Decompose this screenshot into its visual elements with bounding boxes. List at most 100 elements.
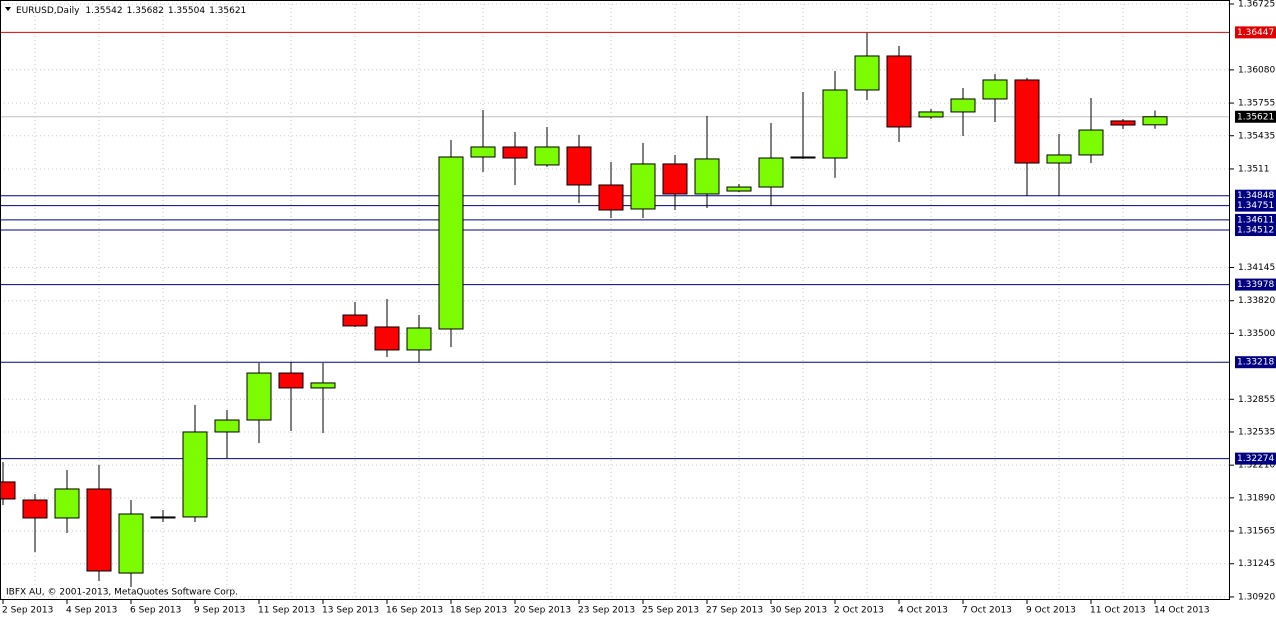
header-value: 1.35621 xyxy=(209,6,246,16)
price-line-label-box xyxy=(1235,224,1276,237)
candle-body xyxy=(0,481,16,500)
grid xyxy=(0,0,1230,600)
y-tick-label: 1.31245 xyxy=(1238,559,1275,569)
candle-body xyxy=(86,488,112,572)
candle-body xyxy=(246,372,272,421)
candle-body xyxy=(310,382,336,389)
candle-body xyxy=(150,516,176,519)
price-line-label: 1.34848 xyxy=(1237,191,1274,201)
candle-body xyxy=(598,184,624,211)
y-tick-label: 1.36725 xyxy=(1238,0,1275,9)
current-price-line-label-box xyxy=(1235,110,1276,123)
candle-body xyxy=(438,156,464,330)
x-tick-label: 2 Sep 2013 xyxy=(2,606,53,616)
candle-body xyxy=(406,327,432,351)
x-tick-label: 6 Sep 2013 xyxy=(130,606,181,616)
x-tick-label: 20 Sep 2013 xyxy=(514,606,571,616)
candle-body xyxy=(1046,154,1072,164)
candle-body xyxy=(854,55,880,91)
candle-body xyxy=(630,163,656,210)
price-line-label: 1.34512 xyxy=(1237,226,1274,236)
candle-body xyxy=(758,157,784,188)
x-tick-label: 11 Oct 2013 xyxy=(1090,606,1146,616)
candle-body xyxy=(1078,129,1104,156)
copyright: IBFX AU, © 2001-2013, MetaQuotes Softwar… xyxy=(6,588,238,598)
symbol-marker xyxy=(5,7,11,11)
y-tick-label: 1.34145 xyxy=(1238,263,1275,273)
current-price-line-label: 1.35621 xyxy=(1237,112,1274,122)
x-tick-label: 13 Sep 2013 xyxy=(322,606,379,616)
y-tick-label: 1.36080 xyxy=(1238,65,1275,75)
candle-body xyxy=(662,163,688,195)
candle-body xyxy=(182,431,208,518)
x-tick-label: 9 Sep 2013 xyxy=(194,606,245,616)
candle-body xyxy=(822,89,848,159)
x-tick-label: 18 Sep 2013 xyxy=(450,606,507,616)
x-tick-label: 11 Sep 2013 xyxy=(258,606,315,616)
header-value: 1.35504 xyxy=(168,6,205,16)
y-tick-label: 1.31890 xyxy=(1238,493,1275,503)
price-line-label-box xyxy=(1235,26,1276,39)
candle-body xyxy=(278,372,304,389)
y-tick-label: 1.3511 xyxy=(1238,164,1270,174)
y-tick-label: 1.31565 xyxy=(1238,527,1275,537)
price-line-label-box xyxy=(1235,278,1276,291)
candle-body xyxy=(1110,120,1136,126)
candle-body xyxy=(950,98,976,113)
candle-body xyxy=(502,146,528,159)
candle-body xyxy=(214,419,240,433)
x-tick-label: 9 Oct 2013 xyxy=(1026,606,1076,616)
y-tick-label: 1.35435 xyxy=(1238,131,1275,141)
candle-body xyxy=(470,146,496,158)
candle-body xyxy=(886,55,912,128)
chart-header: EURUSD,Daily 1.35542 1.35682 1.35504 1.35621 xyxy=(16,6,246,16)
candle-body xyxy=(22,499,48,519)
candle-body xyxy=(374,326,400,351)
x-tick-label: 2 Oct 2013 xyxy=(834,606,884,616)
x-tick-label: 4 Oct 2013 xyxy=(898,606,948,616)
price-line-label: 1.33218 xyxy=(1237,358,1274,368)
candle-body xyxy=(694,158,720,195)
y-tick-label: 1.33820 xyxy=(1238,296,1275,306)
x-tick-label: 14 Oct 2013 xyxy=(1154,606,1210,616)
candle-body xyxy=(534,146,560,166)
price-line-label: 1.34611 xyxy=(1237,215,1274,225)
price-line-label-box xyxy=(1235,213,1276,226)
price-line-label-box xyxy=(1235,199,1276,212)
candle-body xyxy=(790,156,816,159)
y-tick-label: 1.35755 xyxy=(1238,99,1275,109)
candle-body xyxy=(118,513,144,574)
x-tick-label: 30 Sep 2013 xyxy=(770,606,827,616)
price-line-label-box xyxy=(1235,356,1276,369)
candle-body xyxy=(726,186,752,192)
price-line-label: 1.34751 xyxy=(1237,201,1274,211)
header-value: 1.35682 xyxy=(127,6,164,16)
candle-body xyxy=(982,79,1008,100)
y-tick-label: 1.32210 xyxy=(1238,461,1275,471)
y-tick-label: 1.32535 xyxy=(1238,427,1275,437)
price-line-label-box xyxy=(1235,452,1276,465)
candle-body xyxy=(566,146,592,186)
y-tick-label: 1.33500 xyxy=(1238,329,1275,339)
plot-frame xyxy=(0,0,1230,600)
candle-body xyxy=(1014,79,1040,164)
candle-body xyxy=(54,488,80,519)
x-tick-label: 23 Sep 2013 xyxy=(578,606,635,616)
header-value: 1.35542 xyxy=(85,6,122,16)
candle-body xyxy=(1142,116,1168,126)
candle-body xyxy=(342,314,368,327)
y-tick-label: 1.32855 xyxy=(1238,395,1275,405)
x-tick-label: 4 Sep 2013 xyxy=(66,606,117,616)
price-line-label: 1.32274 xyxy=(1237,454,1274,464)
x-tick-label: 16 Sep 2013 xyxy=(386,606,443,616)
candle-body xyxy=(918,111,944,118)
price-line-label: 1.33978 xyxy=(1237,280,1274,290)
y-tick-label: 1.30920 xyxy=(1238,592,1275,602)
symbol: EURUSD,Daily xyxy=(16,6,80,16)
x-tick-label: 7 Oct 2013 xyxy=(962,606,1012,616)
x-tick-label: 25 Sep 2013 xyxy=(642,606,699,616)
x-tick-label: 27 Sep 2013 xyxy=(706,606,763,616)
